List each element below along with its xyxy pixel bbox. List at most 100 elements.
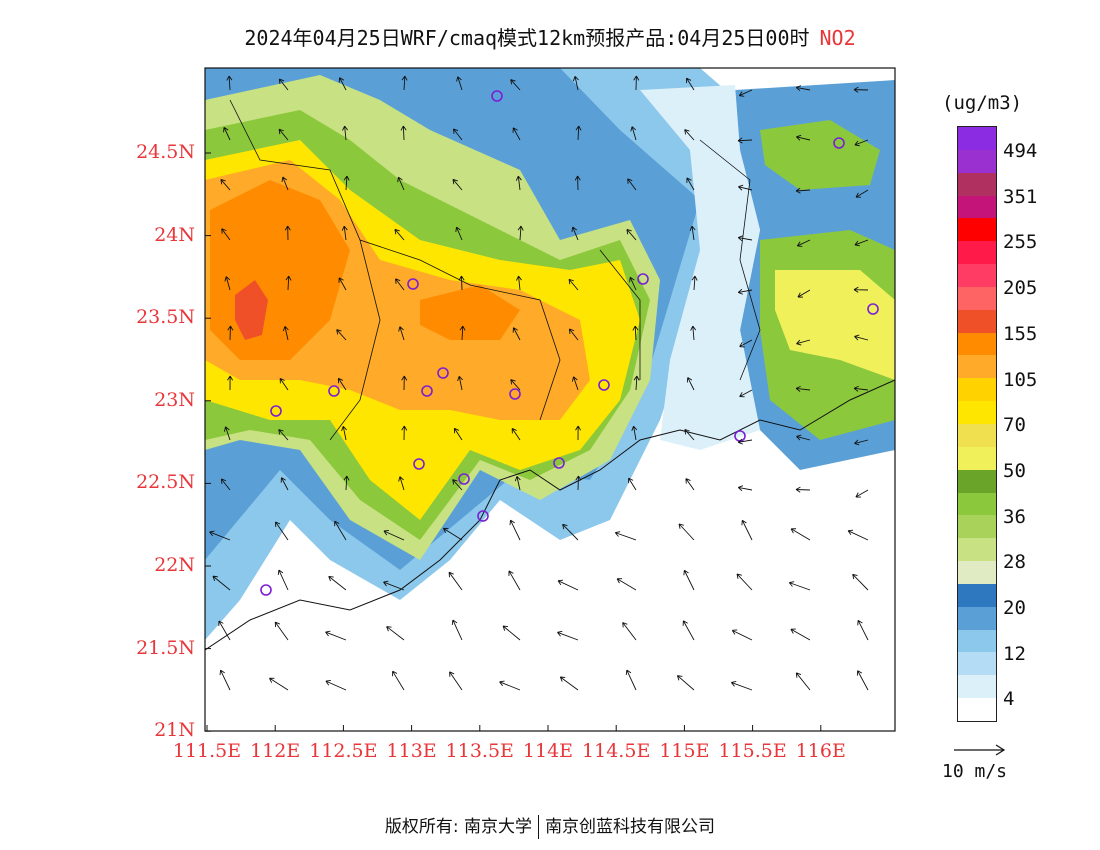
lat-tick-label: 23N: [154, 388, 195, 411]
colorbar-swatch: [958, 446, 996, 471]
wind-arrow: [343, 475, 350, 491]
wind-arrow: [731, 629, 753, 641]
lon-tick-label: 111.5E: [172, 740, 242, 762]
wind-arrow: [796, 339, 811, 346]
wind-arrow: [853, 86, 869, 93]
station-marker: [437, 367, 449, 379]
wind-arrow: [282, 326, 289, 341]
colorbar-swatch: [958, 241, 996, 265]
wind-arrow: [690, 325, 697, 341]
wind-arrow: [395, 278, 405, 291]
colorbar-label: 20: [1003, 597, 1026, 619]
wind-arrow: [857, 619, 869, 641]
wind-arrow: [284, 225, 291, 241]
wind-arrow: [224, 426, 231, 441]
wind-arrow: [796, 134, 811, 141]
wind-arrow: [855, 189, 869, 198]
colorbar-swatch: [958, 675, 996, 699]
wind-arrow: [575, 425, 582, 441]
colorbar-swatch: [958, 264, 996, 288]
wind-arrow: [795, 486, 811, 493]
colorbar-label: 4: [1003, 688, 1015, 711]
wind-arrow: [854, 334, 869, 341]
wind-arrow: [795, 85, 811, 92]
colorbar-swatch: [958, 286, 996, 311]
wind-arrow: [854, 139, 869, 147]
field-orange-east: [420, 285, 520, 340]
colorbar-swatch: [958, 127, 996, 151]
wind-arrow: [738, 184, 753, 191]
colorbar: [957, 126, 997, 722]
wind-arrow: [226, 75, 233, 91]
wind-arrow: [510, 379, 521, 391]
colorbar-swatch: [958, 401, 996, 425]
wind-arrow: [796, 434, 811, 441]
station-marker: [270, 405, 282, 417]
wind-arrow: [557, 630, 579, 641]
wind-arrow: [285, 275, 292, 291]
wind-arrow: [502, 625, 521, 641]
colorbar-label: 12: [1003, 642, 1026, 665]
footer: 版权所有: 南京大学 南京创蓝科技有限公司: [0, 812, 1100, 839]
wind-arrow: [401, 375, 408, 391]
colorbar-swatch: [958, 698, 996, 722]
wind-arrow: [341, 225, 348, 241]
wind-arrow: [457, 375, 463, 391]
colorbar-swatch: [958, 469, 996, 494]
wind-arrow: [630, 126, 637, 141]
colorbar-swatch: [958, 332, 996, 356]
lon-tick-label: 116E: [795, 740, 846, 762]
title-text: 2024年04月25日WRF/cmaq模式12km预报产品:04月25日00时: [244, 26, 810, 50]
wind-arrow: [508, 570, 521, 591]
wind-arrow: [278, 78, 289, 91]
wind-arrow: [736, 573, 753, 591]
station-marker: [413, 458, 425, 470]
colorbar-swatch: [958, 355, 996, 379]
wind-arrow: [277, 569, 289, 591]
wind-arrow: [633, 75, 640, 91]
legend-unit: (ug/m3): [942, 92, 1023, 114]
colorbar-label: 36: [1003, 505, 1026, 528]
wind-arrow: [853, 385, 869, 392]
wind-arrow: [512, 127, 521, 141]
wind-arrow: [392, 670, 405, 691]
wind-arrow: [510, 79, 521, 91]
wind-arrow: [684, 429, 695, 441]
wind-arrow: [517, 225, 524, 241]
wind-arrow: [451, 619, 463, 641]
wind-arrow: [219, 669, 231, 691]
colorbar-swatch: [958, 149, 996, 174]
wind-arrow: [737, 288, 753, 295]
colorbar-swatch: [958, 492, 996, 516]
wind-arrow: [691, 275, 698, 291]
wind-arrow: [790, 528, 811, 541]
wind-arrow: [626, 228, 637, 241]
wind-arrow: [616, 578, 637, 591]
lon-tick-label: 113E: [386, 740, 437, 762]
colorbar-swatch: [958, 606, 996, 631]
wind-arrow: [731, 681, 753, 691]
wind-arrow: [854, 239, 869, 247]
wind-arrow: [574, 175, 581, 191]
wind-arrow: [676, 675, 695, 691]
reference-vector-label: 10 m/s: [942, 761, 1008, 782]
wind-arrow: [455, 226, 463, 241]
wind-arrow: [343, 175, 350, 191]
wind-arrow: [852, 573, 869, 591]
station-marker: [260, 584, 272, 596]
wind-arrow: [686, 77, 695, 91]
wind-arrow: [278, 128, 289, 141]
wind-arrow: [452, 479, 463, 491]
wind-arrow: [224, 276, 231, 291]
station-marker: [491, 90, 503, 102]
wind-arrow: [562, 523, 579, 541]
wind-arrow: [856, 670, 869, 691]
wind-arrow: [459, 325, 466, 341]
wind-arrow: [737, 235, 753, 242]
colorbar-swatch: [958, 424, 996, 448]
wind-arrow: [625, 669, 637, 691]
wind-arrow: [512, 327, 521, 341]
wind-arrow: [342, 125, 348, 141]
wind-arrow: [209, 530, 231, 541]
wind-arrow: [223, 126, 231, 141]
